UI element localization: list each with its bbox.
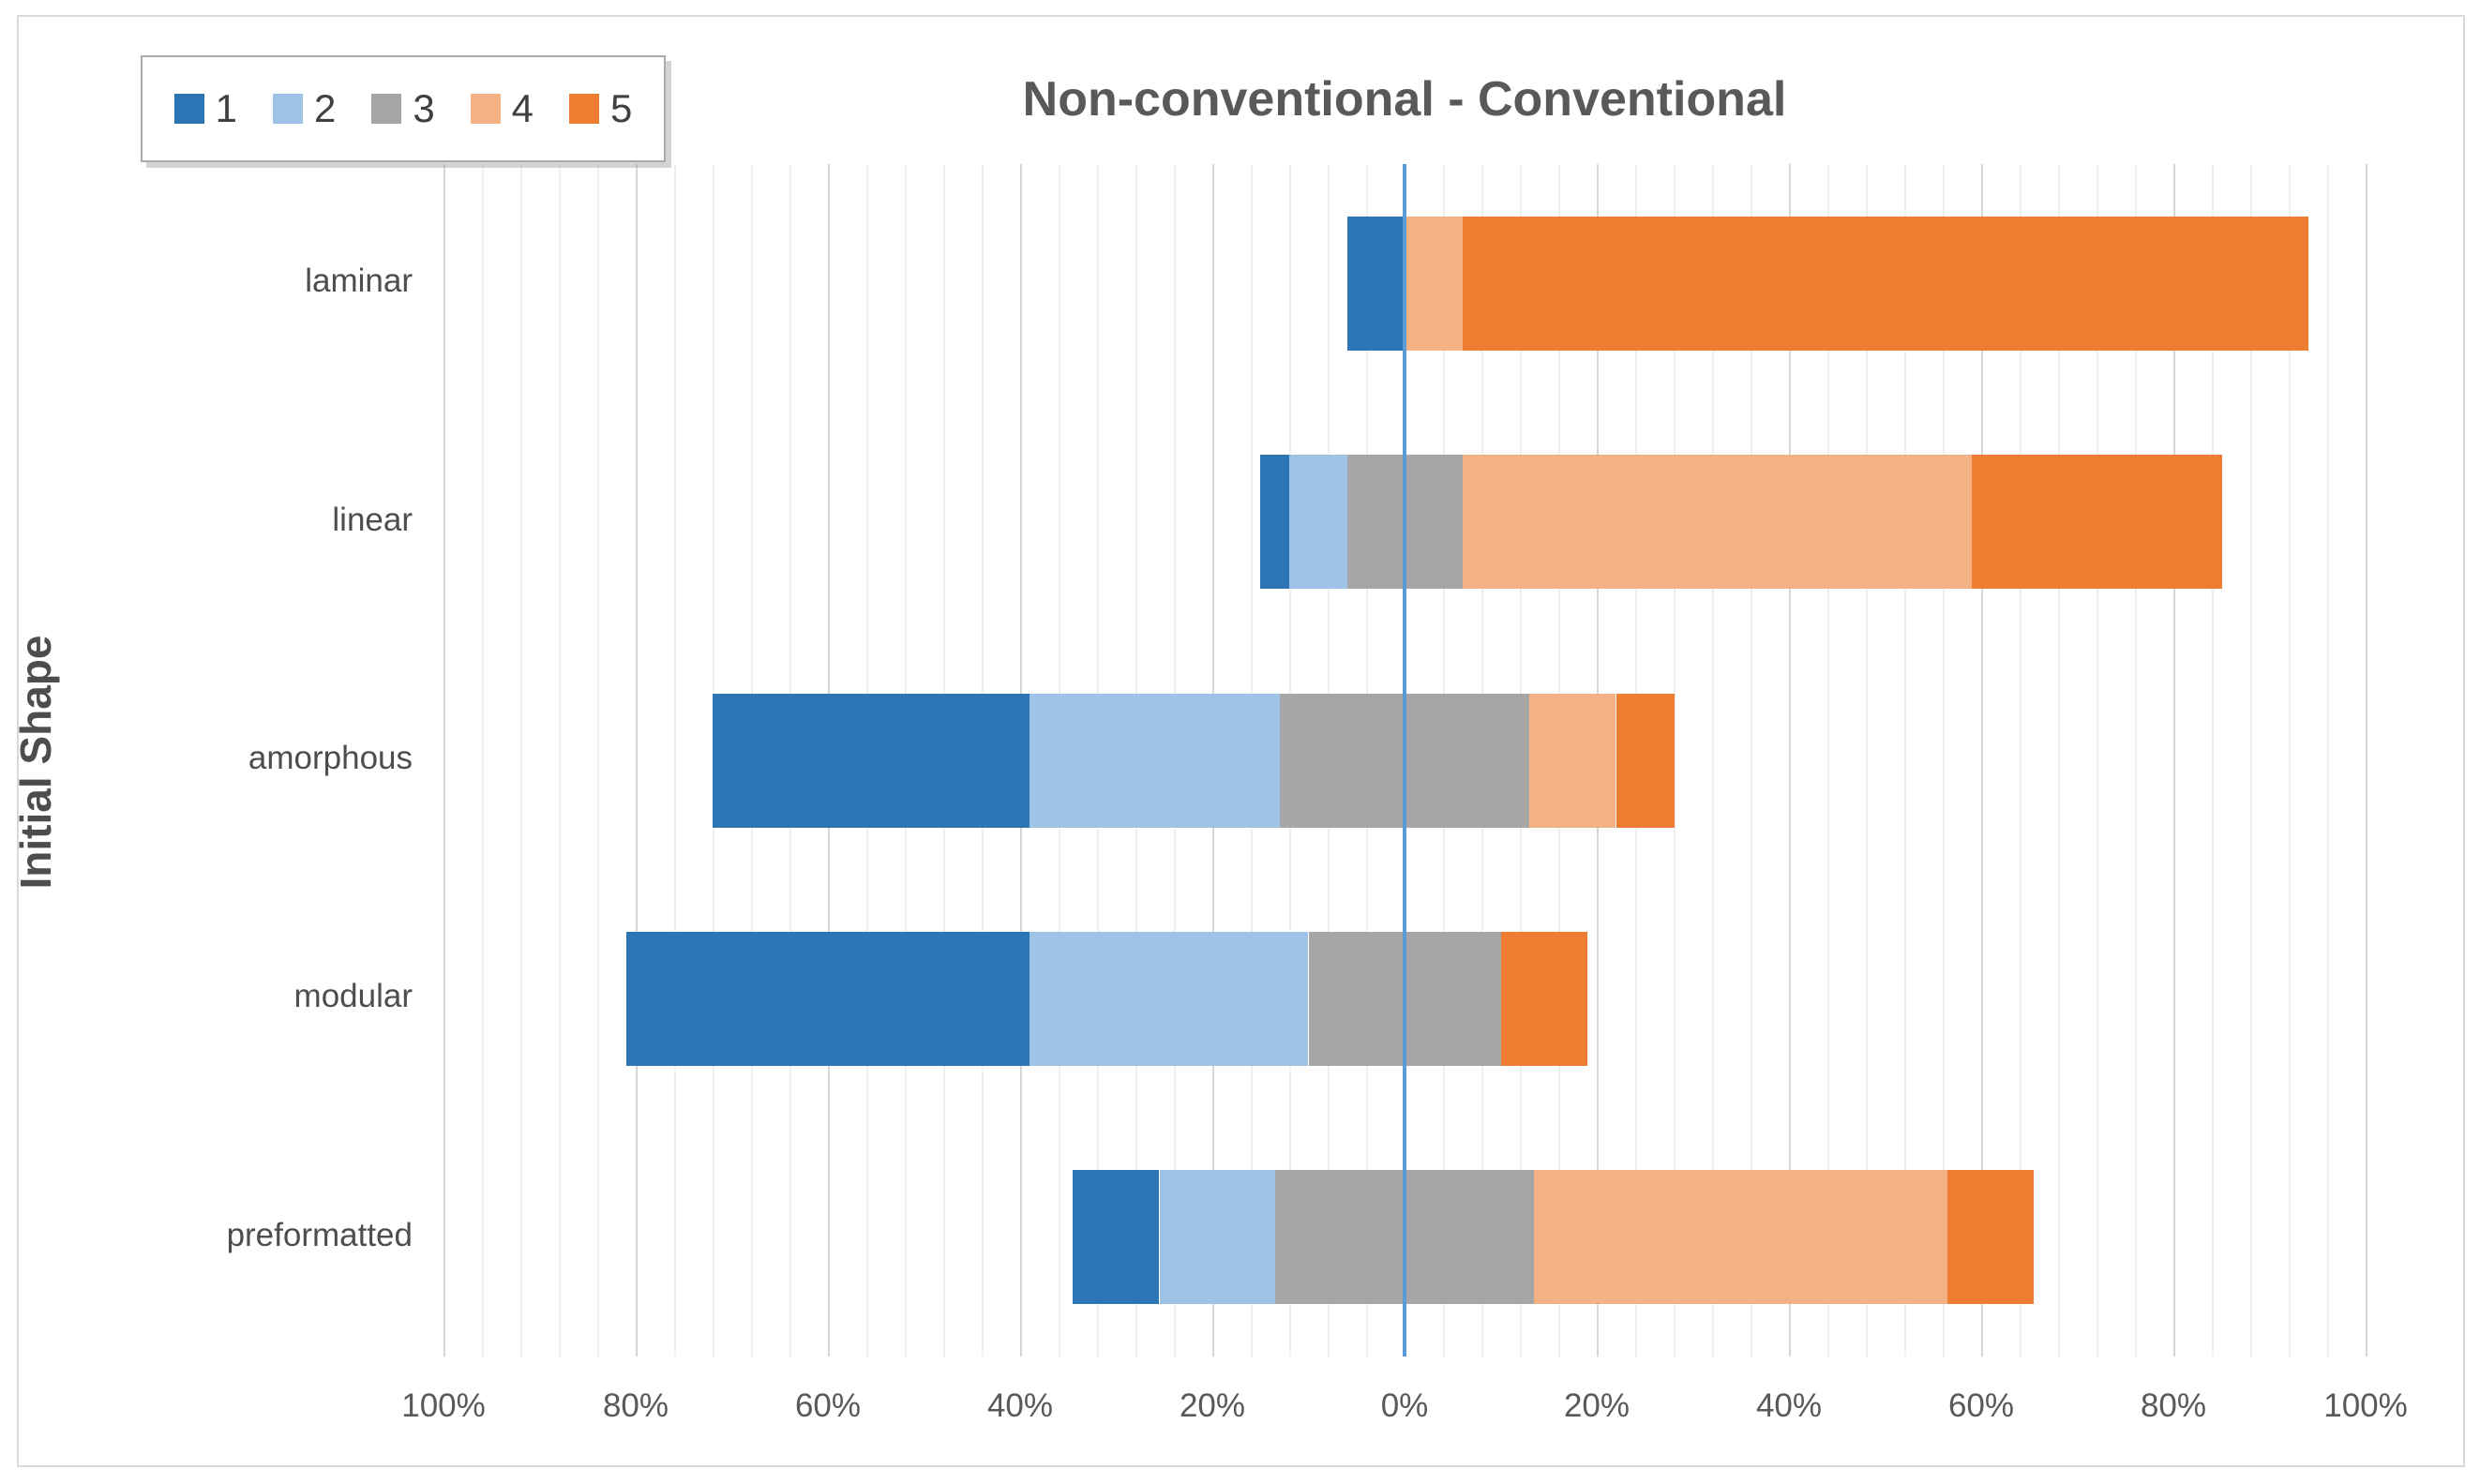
minor-gridline [1674, 164, 1676, 1357]
minor-gridline [2327, 164, 2329, 1357]
minor-gridline [597, 164, 599, 1357]
category-label-laminar: laminar [305, 262, 413, 299]
bar-segment-amorphous-5[interactable] [1616, 694, 1675, 828]
legend-swatch-icon [470, 94, 501, 124]
minor-gridline [2135, 164, 2137, 1357]
legend-item-2[interactable]: 2 [272, 86, 337, 131]
minor-gridline [1712, 164, 1714, 1357]
legend: 1 2 3 4 5 [141, 55, 666, 162]
bar-segment-laminar-4[interactable] [1405, 217, 1463, 351]
minor-gridline [1866, 164, 1868, 1357]
bar-segment-amorphous-2[interactable] [1030, 694, 1280, 828]
minor-gridline [2212, 164, 2214, 1357]
category-label-modular: modular [293, 978, 413, 1014]
bar-row-modular [443, 932, 2366, 1066]
bar-segment-laminar-5[interactable] [1463, 217, 2308, 351]
bar-segment-preformatted-5[interactable] [1947, 1170, 2034, 1304]
minor-gridline [2250, 164, 2252, 1357]
legend-swatch-icon [173, 94, 204, 124]
x-tick-label: 60% [794, 1387, 862, 1424]
minor-gridline [482, 164, 484, 1357]
bar-row-laminar [443, 217, 2366, 351]
minor-gridline [559, 164, 561, 1357]
bar-segment-amorphous-4[interactable] [1529, 694, 1616, 828]
legend-swatch-icon [371, 94, 402, 124]
major-gridline [443, 164, 445, 1357]
legend-item-4[interactable]: 4 [470, 86, 534, 131]
x-tick-label: 60% [1947, 1387, 2015, 1424]
category-label-preformatted: preformatted [226, 1217, 413, 1253]
major-gridline [636, 164, 638, 1357]
bar-segment-preformatted-2[interactable] [1160, 1170, 1275, 1304]
legend-label: 4 [511, 86, 534, 130]
minor-gridline [520, 164, 522, 1357]
bar-segment-modular-2[interactable] [1030, 932, 1308, 1066]
legend-item-3[interactable]: 3 [371, 86, 435, 131]
bar-segment-linear-5[interactable] [1972, 455, 2222, 589]
x-tick-label: 0% [1380, 1387, 1429, 1424]
legend-swatch-icon [272, 94, 303, 124]
bar-segment-linear-4[interactable] [1463, 455, 1972, 589]
x-tick-label: 40% [986, 1387, 1054, 1424]
chart-title: Non-conventional - Conventional [1022, 72, 1787, 127]
x-tick-label: 20% [1179, 1387, 1246, 1424]
minor-gridline [1751, 164, 1752, 1357]
minor-gridline [674, 164, 676, 1357]
minor-gridline [1827, 164, 1829, 1357]
legend-label: 5 [610, 86, 633, 130]
major-gridline [1981, 164, 1983, 1357]
bar-segment-linear-2[interactable] [1289, 455, 1347, 589]
legend-item-5[interactable]: 5 [569, 86, 632, 131]
minor-gridline [1943, 164, 1945, 1357]
minor-gridline [2289, 164, 2291, 1357]
zero-axis-line [1403, 164, 1406, 1357]
bar-segment-modular-1[interactable] [626, 932, 1030, 1066]
plot-area [443, 164, 2367, 1357]
x-tick-label: 80% [602, 1387, 669, 1424]
category-label-linear: linear [332, 502, 413, 538]
major-gridline [2173, 164, 2175, 1357]
bar-segment-preformatted-1[interactable] [1073, 1170, 1159, 1304]
x-tick-label: 20% [1563, 1387, 1631, 1424]
legend-label: 3 [413, 86, 435, 130]
x-tick-label: 80% [2140, 1387, 2207, 1424]
major-gridline [2366, 164, 2367, 1357]
minor-gridline [1904, 164, 1906, 1357]
legend-label: 2 [313, 86, 337, 130]
legend-item-1[interactable]: 1 [173, 86, 237, 131]
legend-label: 1 [215, 86, 237, 130]
bar-segment-modular-5[interactable] [1501, 932, 1587, 1066]
x-tick-label: 100% [401, 1387, 486, 1424]
minor-gridline [2097, 164, 2098, 1357]
bar-segment-laminar-1[interactable] [1347, 217, 1405, 351]
bar-segment-amorphous-1[interactable] [713, 694, 1030, 828]
bar-segment-linear-1[interactable] [1260, 455, 1289, 589]
legend-swatch-icon [569, 94, 600, 124]
major-gridline [1789, 164, 1791, 1357]
minor-gridline [2020, 164, 2022, 1357]
category-label-amorphous: amorphous [248, 740, 413, 776]
bar-segment-preformatted-4[interactable] [1534, 1170, 1947, 1304]
x-tick-label: 40% [1755, 1387, 1823, 1424]
x-tick-label: 100% [2323, 1387, 2408, 1424]
bar-row-linear [443, 455, 2366, 589]
minor-gridline [2058, 164, 2060, 1357]
